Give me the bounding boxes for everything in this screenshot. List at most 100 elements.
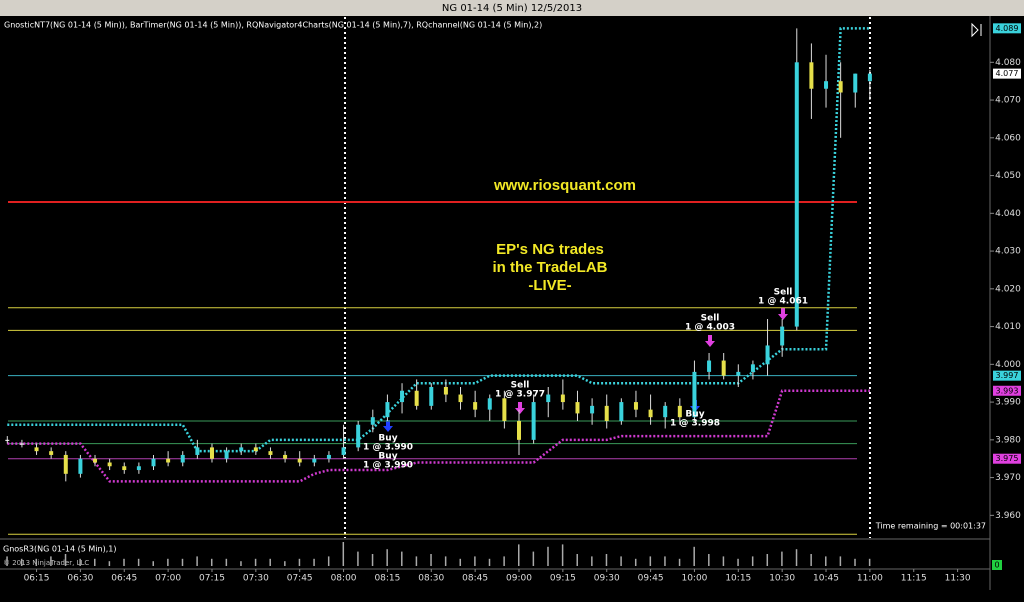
candle-body	[209, 447, 214, 459]
candle-body	[297, 458, 302, 463]
candle-body	[151, 458, 156, 467]
panel-bar	[152, 561, 154, 566]
panel-bar	[167, 558, 169, 566]
panel-bar	[854, 558, 856, 566]
panel-bar	[342, 542, 345, 566]
price-tag-label: 3.975	[996, 454, 1019, 463]
candle-body	[400, 390, 405, 403]
candle-body	[122, 466, 127, 471]
panel-bar	[327, 556, 330, 566]
y-tick-label: 4.030	[995, 247, 1021, 257]
panel-bar	[444, 556, 447, 566]
panel-bar	[459, 558, 462, 566]
panel-bar	[123, 558, 125, 566]
candle-body	[867, 73, 872, 82]
candle-body	[502, 398, 507, 421]
panel-bar	[620, 556, 622, 566]
candle-body	[283, 454, 288, 459]
x-tick-label: 11:30	[945, 574, 971, 584]
candle-body	[750, 364, 755, 372]
candle-body	[765, 345, 770, 365]
candle-body	[107, 462, 112, 467]
panel-bar	[35, 558, 38, 566]
candle-body	[341, 447, 346, 455]
panel-bar	[576, 554, 578, 566]
panel-bar	[634, 558, 637, 566]
y-tick-label: 4.070	[995, 96, 1021, 106]
play-icon[interactable]	[971, 22, 979, 38]
x-tick-label: 07:30	[243, 574, 269, 584]
panel-bar	[20, 558, 23, 566]
panel-bar	[825, 556, 827, 566]
trade-detail: 1 @ 3.998	[670, 419, 720, 429]
price-tag-label: 3.993	[996, 386, 1019, 395]
panel-bar	[64, 554, 67, 566]
candle-body	[692, 371, 697, 418]
panel-bar	[839, 556, 842, 566]
candle-body	[531, 402, 536, 440]
x-tick-label: 10:45	[813, 574, 839, 584]
candle-body	[794, 62, 799, 327]
x-tick-label: 06:15	[24, 574, 50, 584]
candle-body	[34, 447, 39, 452]
trade-detail: 1 @ 3.990	[363, 461, 413, 471]
candle-body	[63, 454, 68, 474]
candle-body	[838, 81, 843, 93]
candle-body	[136, 466, 141, 471]
candle-body	[487, 398, 492, 410]
candle-body	[824, 81, 829, 89]
trade-detail: 1 @ 4.061	[758, 297, 808, 307]
x-tick-label: 09:30	[594, 574, 620, 584]
panel-bar	[810, 554, 812, 566]
time-remaining: Time remaining = 00:01:37	[875, 522, 986, 531]
candle-body	[180, 454, 185, 463]
candle-body	[721, 360, 726, 376]
panel-bar	[518, 544, 520, 566]
trade-action: Sell	[511, 381, 530, 391]
candle-body	[707, 360, 712, 372]
trade-action: Buy	[378, 452, 397, 462]
panel-bar	[415, 556, 418, 566]
price-tag-label: 4.077	[996, 69, 1019, 78]
panel-bar	[474, 556, 476, 566]
panel-bar	[401, 551, 403, 566]
candle-body	[166, 458, 171, 463]
panel-bar	[196, 556, 198, 566]
panel-bar	[269, 558, 271, 566]
candle-body	[443, 386, 448, 395]
trade-detail: 1 @ 3.990	[363, 443, 413, 453]
candle-body	[195, 447, 200, 455]
x-tick-label: 09:45	[638, 574, 664, 584]
candle-body	[517, 420, 521, 440]
panel-bar	[240, 561, 242, 566]
candle-body	[356, 424, 361, 448]
x-tick-label: 08:30	[418, 574, 444, 584]
x-tick-label: 10:30	[769, 574, 795, 584]
candle-body	[633, 402, 638, 410]
sell-arrow	[515, 402, 525, 414]
panel-bar	[108, 561, 111, 566]
candle-body	[560, 394, 565, 403]
panel-bar	[693, 546, 695, 566]
trade-action: Sell	[701, 314, 720, 324]
channel-line	[7, 389, 870, 483]
price-tag-label: 3.997	[996, 371, 1019, 380]
x-tick-label: 09:15	[550, 574, 576, 584]
candle-body	[575, 402, 580, 414]
x-tick-label: 06:45	[111, 574, 137, 584]
price-tag-label: 4.089	[996, 24, 1019, 33]
panel-tag	[992, 560, 1002, 570]
candle-body	[604, 405, 609, 421]
x-tick-label: 10:00	[681, 574, 707, 584]
price-tag	[993, 68, 1021, 79]
candle-body	[5, 439, 10, 441]
panel-bar	[649, 556, 652, 566]
panel-bar	[561, 544, 564, 566]
headline: in the TradeLAB	[492, 259, 607, 276]
panel-bar	[737, 558, 739, 566]
panel-bar	[181, 558, 184, 566]
panel-bar	[781, 551, 783, 566]
price-tag	[993, 370, 1021, 381]
candle-body	[590, 405, 595, 414]
